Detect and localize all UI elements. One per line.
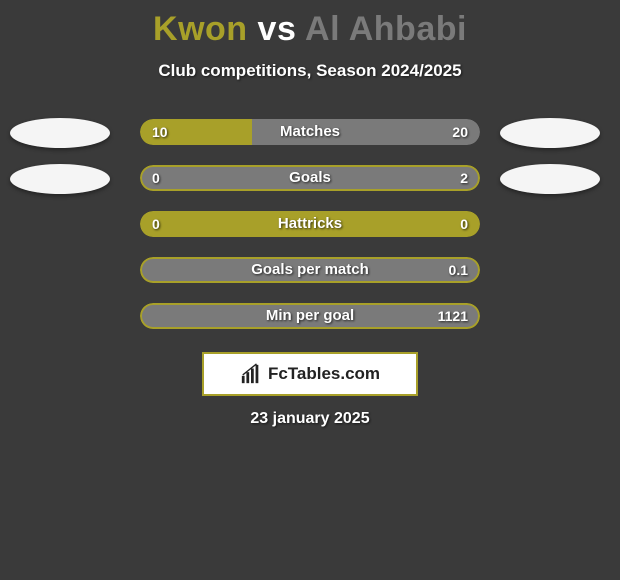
stat-label: Goals	[289, 165, 331, 191]
stat-value-p1: 0	[152, 165, 160, 191]
player1-avatar	[10, 164, 110, 194]
stat-bar: 0 2 Goals	[140, 165, 480, 191]
stat-label: Matches	[280, 119, 340, 145]
comparison-title: Kwon vs Al Ahbabi	[0, 0, 620, 49]
chart-icon	[240, 363, 262, 385]
stat-label: Hattricks	[278, 211, 342, 237]
vs-text: vs	[258, 10, 297, 48]
date-text: 23 january 2025	[250, 410, 369, 428]
stat-value-p2: 2	[460, 165, 468, 191]
player2-avatar	[500, 164, 600, 194]
stat-value-p2: 1121	[438, 303, 468, 329]
stat-row: 0 2 Goals	[0, 165, 620, 211]
stat-value-p2: 0	[460, 211, 468, 237]
player2-avatar	[500, 118, 600, 148]
stat-bar: 10 20 Matches	[140, 119, 480, 145]
stat-bar: 0.1 Goals per match	[140, 257, 480, 283]
subtitle: Club competitions, Season 2024/2025	[0, 61, 620, 81]
stat-bar: 0 0 Hattricks	[140, 211, 480, 237]
stat-value-p1: 0	[152, 211, 160, 237]
stat-bar: 1121 Min per goal	[140, 303, 480, 329]
stat-row: 1121 Min per goal	[0, 303, 620, 349]
stat-value-p2: 20	[452, 119, 468, 145]
stat-row: 0 0 Hattricks	[0, 211, 620, 257]
player1-avatar	[10, 118, 110, 148]
stats-rows: 10 20 Matches 0 2 Goals 0 0 Hattricks 0.1 Goals pe…	[0, 119, 620, 349]
stat-label: Min per goal	[266, 303, 354, 329]
player2-name: Al Ahbabi	[305, 10, 467, 48]
stat-value-p1: 10	[152, 119, 168, 145]
stat-value-p2: 0.1	[449, 257, 468, 283]
stat-row: 10 20 Matches	[0, 119, 620, 165]
brand-text: FcTables.com	[268, 364, 380, 384]
brand-box: FcTables.com	[202, 352, 418, 396]
stat-label: Goals per match	[251, 257, 369, 283]
stat-row: 0.1 Goals per match	[0, 257, 620, 303]
player1-name: Kwon	[153, 10, 248, 48]
